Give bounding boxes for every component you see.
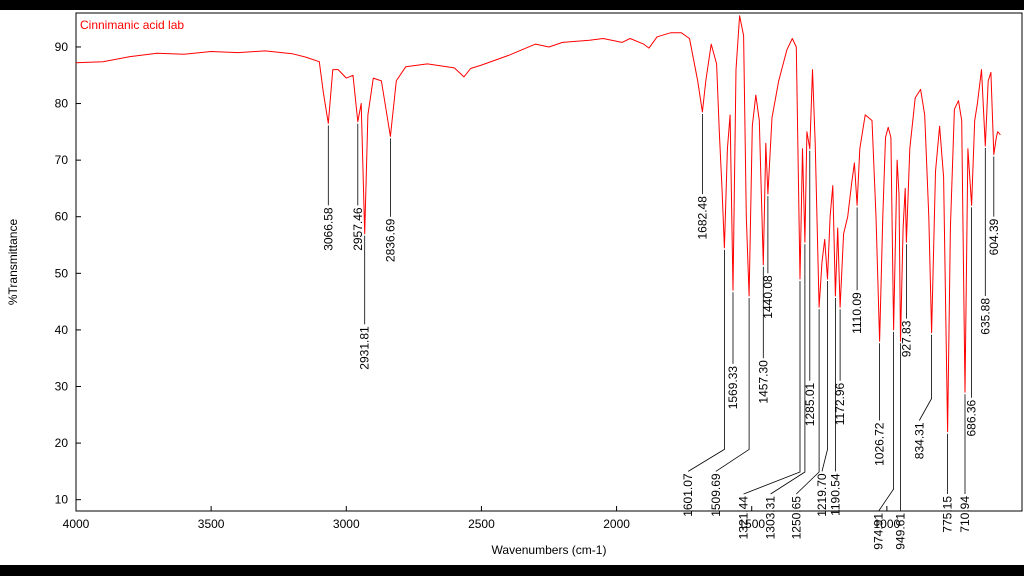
- peak-label: 2957.46: [351, 207, 365, 251]
- x-tick-label: 3000: [333, 517, 360, 531]
- peak-annotations: 3066.58 2957.46 2931.81 2836.69 1682.48 1601.…: [321, 114, 1001, 550]
- x-tick-label: 4000: [63, 517, 90, 531]
- y-tick-label: 70: [55, 153, 69, 167]
- peak-label: 604.39: [987, 218, 1001, 255]
- peak-label: 834.31: [912, 422, 926, 459]
- peak-label: 710.94: [958, 496, 972, 533]
- peak-leader-line: [918, 334, 932, 421]
- peak-label: 1110.09: [850, 292, 864, 334]
- peak-leader-line: [878, 331, 894, 512]
- chart-title: Cinnimanic acid lab: [80, 18, 184, 32]
- y-tick-label: 10: [55, 493, 69, 507]
- peak-leader-line: [796, 309, 820, 495]
- peak-label: 949.61: [894, 513, 908, 550]
- peak-label: 1601.07: [681, 473, 695, 517]
- y-tick-label: 40: [55, 323, 69, 337]
- y-axis-ticks: 10 20 30 40 50 60 70 80 90: [55, 40, 81, 507]
- peak-leader-line: [743, 281, 801, 495]
- peak-leader-line: [821, 281, 828, 472]
- plot-area-frame: [75, 12, 1023, 512]
- peak-label: 775.15: [941, 496, 955, 533]
- peak-leader-line: [715, 298, 750, 472]
- spectrum-series: [75, 15, 1001, 433]
- peak-label: 1509.69: [709, 473, 723, 517]
- peak-label: 1026.72: [873, 422, 887, 466]
- peak-leader-line: [687, 249, 725, 472]
- peak-label: 1250.65: [789, 496, 803, 540]
- peak-label: 1569.33: [726, 366, 740, 410]
- peak-label: 1172.96: [833, 382, 847, 425]
- spectrum-line: [75, 15, 1001, 433]
- peak-label: 1682.48: [695, 196, 709, 240]
- peak-label: 1303.31: [764, 496, 778, 540]
- x-tick-label: 3500: [198, 517, 225, 531]
- x-tick-label: 1000: [874, 517, 901, 531]
- peak-leader-line: [770, 244, 806, 495]
- x-axis-ticks: 4000 3500 3000 2500 2000 1500 1000: [63, 506, 901, 531]
- y-axis-label: %Transmittance: [6, 219, 20, 306]
- y-tick-label: 90: [55, 40, 69, 54]
- y-tick-label: 50: [55, 266, 69, 280]
- peak-label: 2931.81: [358, 326, 372, 370]
- x-tick-label: 2000: [603, 517, 630, 531]
- peak-label: 974.91: [872, 513, 886, 550]
- x-tick-label: 1500: [738, 517, 765, 531]
- y-tick-label: 60: [55, 210, 69, 224]
- peak-label: 1219.70: [815, 473, 829, 517]
- chart-background: [0, 10, 1024, 565]
- peak-label: 635.88: [978, 298, 992, 335]
- peak-label: 1190.54: [828, 473, 842, 516]
- peak-label: 2836.69: [383, 218, 397, 262]
- peak-label: 686.36: [965, 399, 979, 436]
- peak-label: 1457.30: [756, 360, 770, 404]
- y-tick-label: 30: [55, 380, 69, 394]
- x-axis-label: Wavenumbers (cm-1): [492, 543, 607, 557]
- peak-label: 1321.44: [737, 496, 751, 540]
- peak-label: 1440.08: [761, 275, 775, 319]
- peak-label: 3066.58: [321, 207, 335, 251]
- x-tick-label: 2500: [468, 517, 495, 531]
- peak-label: 927.83: [899, 320, 913, 357]
- y-tick-label: 80: [55, 97, 69, 111]
- y-tick-label: 20: [55, 436, 69, 450]
- peak-label: 1285.01: [803, 382, 817, 426]
